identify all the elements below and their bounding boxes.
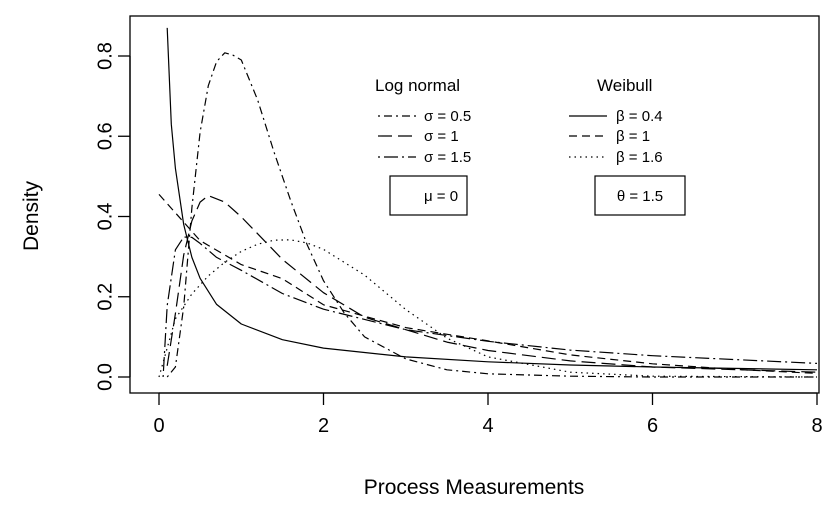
legend-lognormal: Log normal σ = 0.5 σ = 1 σ = 1.5 μ = 0 — [375, 76, 471, 216]
y-tick-label: 0.8 — [94, 42, 116, 70]
y-axis-title: Density — [20, 180, 43, 251]
y-tick-label: 0.0 — [94, 363, 116, 391]
legend-weibull-label-1: β = 0.4 — [616, 108, 663, 125]
x-tick-label: 4 — [482, 415, 493, 437]
series-lognormal-2 — [166, 195, 818, 373]
y-tick-label: 0.4 — [94, 203, 116, 231]
x-axis-title: Process Measurements — [364, 476, 585, 499]
legend-weibull-title: Weibull — [597, 76, 652, 95]
x-tick-label: 0 — [153, 415, 164, 437]
series-layer — [158, 27, 818, 378]
x-tick-label: 2 — [318, 415, 329, 437]
x-tick-label: 6 — [647, 415, 658, 437]
legend-weibull-param-box — [594, 175, 686, 216]
legend-lognormal-param: μ = 0 — [424, 188, 458, 205]
series-lognormal-3 — [162, 236, 818, 378]
legend-lognormal-title: Log normal — [375, 76, 460, 95]
legend-weibull-label-3: β = 1.6 — [616, 149, 663, 166]
legend-lognormal-label-3: σ = 1.5 — [424, 149, 471, 166]
legend-lognormal-label-2: σ = 1 — [424, 128, 459, 145]
legend-weibull-label-2: β = 1 — [616, 128, 650, 145]
legend-weibull: Weibull β = 0.4 β = 1 β = 1.6 θ = 1.5 — [569, 76, 686, 216]
series-weibull-3 — [158, 239, 818, 378]
plot-frame — [129, 15, 820, 394]
y-tick-label: 0.2 — [94, 283, 116, 311]
series-weibull-2 — [158, 194, 818, 374]
legend-lognormal-label-1: σ = 0.5 — [424, 108, 471, 125]
x-tick-label: 8 — [811, 415, 822, 437]
legend-lognormal-param-box — [389, 175, 468, 216]
y-tick-label: 0.6 — [94, 122, 116, 150]
series-weibull-1 — [166, 27, 818, 371]
y-axis: 0.0 0.2 0.4 0.6 0.8 — [94, 42, 131, 391]
x-axis: 0 2 4 6 8 — [153, 392, 823, 437]
series-lognormal-1 — [166, 52, 817, 378]
legend-weibull-param: θ = 1.5 — [617, 188, 663, 205]
